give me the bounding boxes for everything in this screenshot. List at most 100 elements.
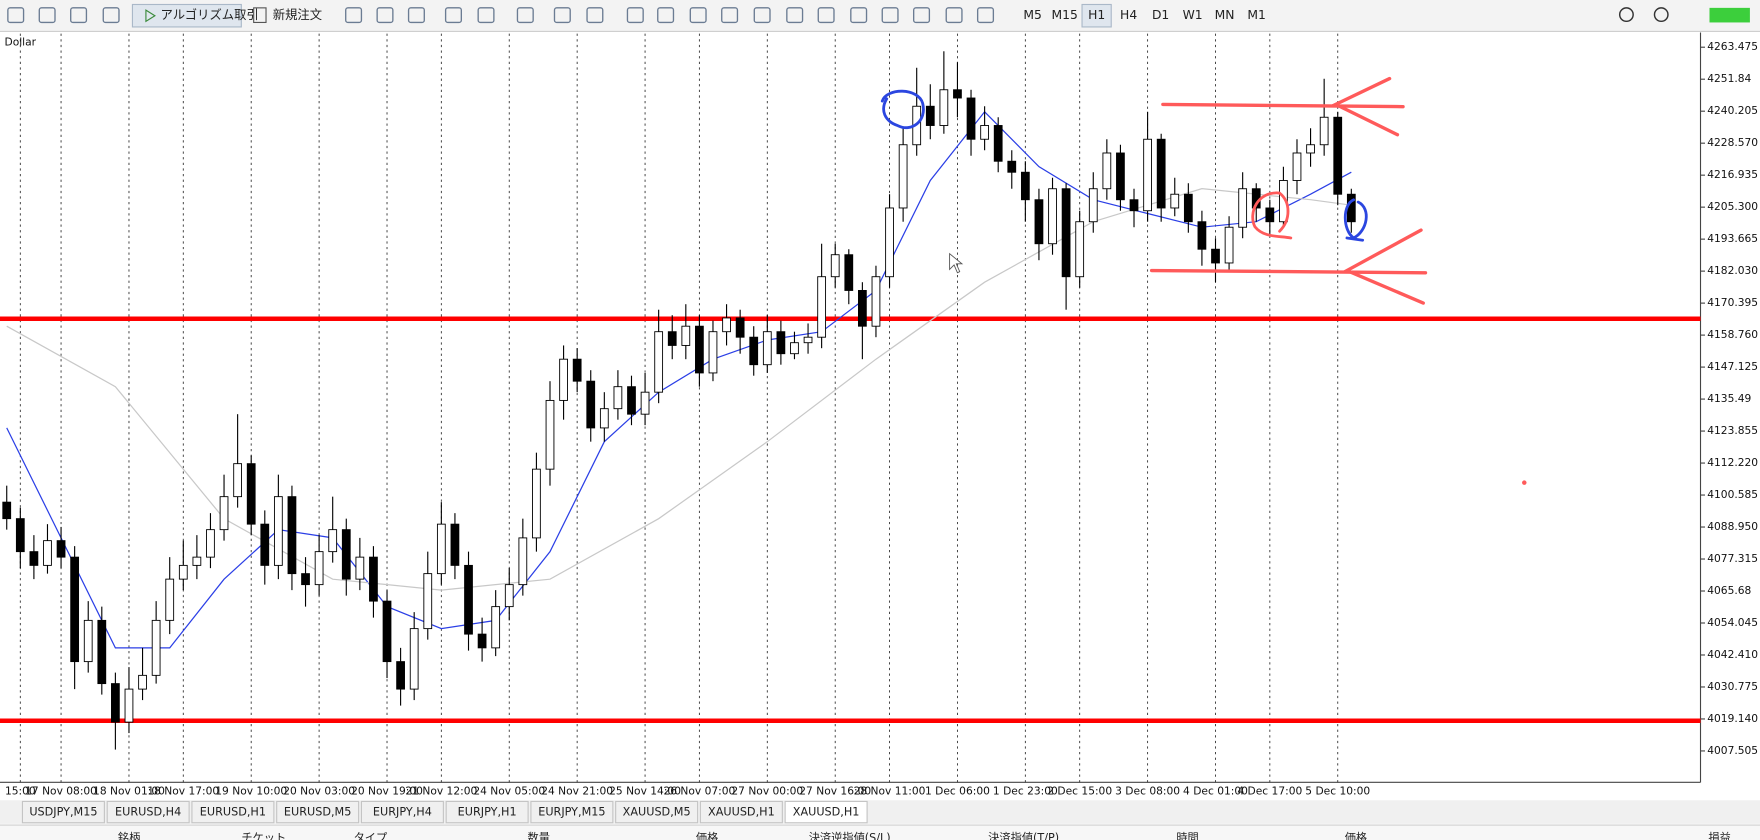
tab[interactable]: [699, 800, 783, 824]
symbol-label: Dollar: [4, 36, 36, 49]
candle-body: [409, 628, 419, 690]
toolbar-icon[interactable]: [444, 7, 462, 24]
timeframe-button[interactable]: M15: [1051, 8, 1077, 22]
y-tick-label: 4170.395: [1707, 296, 1758, 309]
play-icon: [145, 9, 156, 23]
candle-body: [627, 386, 636, 415]
toolbar-icon[interactable]: [657, 7, 675, 24]
candle-body: [559, 358, 568, 401]
toolbar-button[interactable]: 新規注文: [273, 7, 322, 22]
hand-loop: [1343, 198, 1368, 242]
candle-body: [396, 661, 405, 690]
toolbar-icon[interactable]: [912, 7, 931, 24]
toolbar-icon[interactable]: [70, 7, 88, 24]
candle-body: [1048, 188, 1057, 245]
candle-body: [1183, 193, 1193, 223]
y-tick-label: 4216.935: [1707, 168, 1758, 181]
tab[interactable]: [191, 800, 275, 824]
toolbar-icon[interactable]: [881, 7, 899, 24]
toolbar-icon[interactable]: [753, 7, 771, 24]
toolbar-icon[interactable]: [1653, 7, 1669, 23]
y-tick-label: 4193.665: [1707, 232, 1758, 245]
order-icon: [253, 7, 267, 24]
y-tick-label: 4019.140: [1707, 712, 1758, 725]
candle-body: [192, 556, 202, 566]
tab-label[interactable]: EURJPY,H4: [373, 806, 432, 819]
toolbar-icon[interactable]: [976, 7, 995, 24]
tab-label[interactable]: XAUUSD,H1: [708, 806, 775, 819]
x-tick-label: 15:00: [5, 784, 36, 797]
toolbar-icon[interactable]: [689, 7, 707, 24]
candle-body: [287, 496, 297, 575]
candle-body: [97, 619, 107, 685]
tab-label[interactable]: EURJPY,M15: [538, 806, 605, 819]
x-tick-label: 24 Nov 21:00: [541, 784, 613, 797]
candle-body: [1007, 160, 1017, 173]
toolbar-icon[interactable]: [407, 7, 425, 24]
tab[interactable]: [106, 800, 190, 824]
tab[interactable]: [445, 800, 529, 824]
column-header: 損益: [1708, 830, 1730, 840]
toolbar-icon[interactable]: [102, 7, 120, 24]
toolbar-icon[interactable]: [516, 7, 534, 24]
tab[interactable]: [530, 800, 614, 824]
toolbar-icon[interactable]: [7, 7, 25, 24]
tab-label[interactable]: EURUSD,H1: [200, 806, 266, 819]
tab[interactable]: [276, 800, 360, 824]
candle-body: [898, 144, 908, 209]
toolbar-icon[interactable]: [721, 7, 739, 24]
timeframe-button[interactable]: M5: [1023, 8, 1041, 22]
toolbar-icon[interactable]: [786, 7, 804, 24]
timeframe-button[interactable]: D1: [1152, 8, 1169, 22]
tab[interactable]: [21, 800, 105, 824]
candle-body: [1306, 144, 1315, 154]
y-tick-label: 4263.475: [1707, 40, 1758, 53]
moving-average: [6, 110, 1352, 649]
tab-label[interactable]: XAUUSD,H1: [793, 806, 860, 819]
toolbar-icon[interactable]: [38, 7, 56, 24]
active-tool[interactable]: [131, 3, 242, 28]
timeframe-button[interactable]: H1: [1088, 8, 1105, 22]
x-tick-label: 18 Nov 17:00: [147, 784, 219, 797]
tab[interactable]: [615, 800, 699, 824]
tab-label[interactable]: EURUSD,M5: [284, 806, 351, 819]
toolbar-icon[interactable]: [1618, 7, 1634, 23]
candle-body: [1034, 199, 1044, 245]
tab-label[interactable]: XAUUSD,M5: [623, 806, 691, 819]
timeframe-button[interactable]: H4: [1120, 8, 1137, 22]
timeframe-button[interactable]: MN: [1215, 8, 1235, 22]
toolbar-icon[interactable]: [626, 7, 644, 24]
column-header: 価格: [1345, 830, 1367, 840]
toolbar-icon[interactable]: [376, 7, 394, 24]
toolbar-icon[interactable]: [586, 7, 604, 24]
timeframe-button[interactable]: W1: [1183, 8, 1203, 22]
y-tick-label: 4205.300: [1707, 200, 1758, 213]
tab-label[interactable]: EURUSD,H4: [115, 806, 181, 819]
timeframe-button[interactable]: M1: [1247, 8, 1265, 22]
toolbar-icon[interactable]: [553, 7, 571, 24]
toolbar-icon[interactable]: [477, 7, 495, 24]
candle-body: [640, 391, 650, 415]
toolbar-button[interactable]: アルゴリズム取引: [161, 7, 259, 22]
candle-body: [314, 551, 324, 586]
candle-body: [749, 336, 759, 366]
y-tick-label: 4054.045: [1707, 616, 1758, 629]
toolbar-icon[interactable]: [817, 7, 835, 24]
toolbar-icon[interactable]: [945, 7, 963, 24]
y-tick-label: 4077.315: [1707, 552, 1758, 565]
x-tick-label: 28 Nov 11:00: [854, 784, 926, 797]
tab-label[interactable]: EURJPY,H1: [458, 806, 517, 819]
column-header: 数量: [528, 831, 550, 840]
y-tick-label: 4158.760: [1707, 328, 1758, 341]
active-tab[interactable]: [784, 800, 868, 824]
toolbar-icon[interactable]: [345, 7, 363, 24]
tab-label[interactable]: USDJPY,M15: [29, 806, 97, 819]
candle-body: [1143, 138, 1152, 212]
tab[interactable]: [360, 800, 444, 824]
column-header: 決済指値(T/P): [988, 830, 1059, 840]
x-tick-label: 27 Nov 00:00: [731, 784, 803, 797]
candle-body: [1020, 171, 1030, 201]
toolbar-icon[interactable]: [850, 7, 868, 24]
x-tick-label: 20 Nov 19:00: [351, 784, 423, 797]
